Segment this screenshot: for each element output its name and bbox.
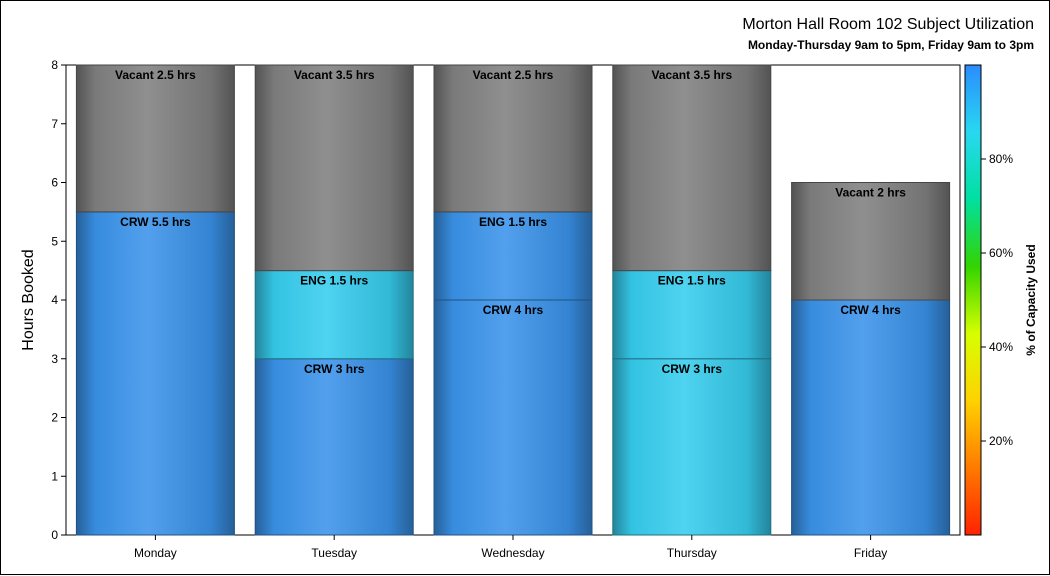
segment-label: Vacant 3.5 hrs <box>294 68 375 82</box>
colorbar: % of Capacity Used 20% 40% 60% 80% <box>964 64 1038 536</box>
x-axis: Monday Tuesday Wednesday Thursday Friday <box>134 535 887 560</box>
bar-segment-crw <box>791 299 951 536</box>
segment-label: ENG 1.5 hrs <box>300 274 368 288</box>
segment-label: Vacant 3.5 hrs <box>651 68 732 82</box>
chart-subtitle: Monday-Thursday 9am to 5pm, Friday 9am t… <box>748 38 1034 52</box>
y-axis: 0 1 2 3 4 5 6 7 8 <box>51 58 66 542</box>
bar-segment-vacant <box>612 64 772 272</box>
segment-label: Vacant 2.5 hrs <box>115 68 196 82</box>
y-tick-label: 5 <box>51 234 58 248</box>
segment-label: CRW 3 hrs <box>304 362 365 376</box>
segment-label: CRW 5.5 hrs <box>120 215 191 229</box>
x-tick-label: Monday <box>134 546 177 560</box>
segment-label: ENG 1.5 hrs <box>479 215 547 229</box>
bar-segment-crw <box>75 211 235 536</box>
segment-label: Vacant 2 hrs <box>835 186 906 200</box>
x-tick-label: Thursday <box>667 546 717 560</box>
segment-label: Vacant 2.5 hrs <box>473 68 554 82</box>
y-tick-label: 1 <box>51 469 58 483</box>
bars: CRW 5.5 hrs Vacant 2.5 hrs CRW 3 hrs ENG 1.… <box>75 64 951 536</box>
segment-label: CRW 4 hrs <box>483 303 544 317</box>
colorbar-gradient <box>964 64 982 536</box>
y-axis-label: Hours Booked <box>20 249 37 350</box>
bar-segment-vacant <box>433 64 593 213</box>
colorbar-tick-label: 20% <box>989 434 1013 448</box>
bar-segment-eng <box>433 211 593 301</box>
segment-label: CRW 4 hrs <box>840 303 901 317</box>
y-tick-label: 6 <box>51 176 58 190</box>
x-tick-label: Friday <box>854 546 887 560</box>
y-tick-label: 7 <box>51 117 58 131</box>
colorbar-tick-label: 80% <box>989 152 1013 166</box>
y-tick-label: 4 <box>51 293 58 307</box>
x-tick-label: Tuesday <box>311 546 357 560</box>
bar-segment-vacant <box>254 64 414 272</box>
bar-segment-crw <box>433 299 593 536</box>
bar-segment-vacant <box>791 182 951 301</box>
colorbar-label: % of Capacity Used <box>1024 244 1038 355</box>
chart-title: Morton Hall Room 102 Subject Utilization <box>742 16 1034 33</box>
colorbar-tick-label: 40% <box>989 340 1013 354</box>
colorbar-tick-label: 60% <box>989 246 1013 260</box>
x-tick-label: Wednesday <box>481 546 544 560</box>
segment-label: CRW 3 hrs <box>662 362 723 376</box>
y-tick-label: 8 <box>51 58 58 72</box>
bar-segment-eng <box>254 270 414 360</box>
y-tick-label: 0 <box>51 528 58 542</box>
bar-segment-crw <box>254 358 414 536</box>
bar-segment-vacant <box>75 64 235 213</box>
y-tick-label: 2 <box>51 411 58 425</box>
y-tick-label: 3 <box>51 352 58 366</box>
bar-segment-crw <box>612 358 772 536</box>
segment-label: ENG 1.5 hrs <box>658 274 726 288</box>
